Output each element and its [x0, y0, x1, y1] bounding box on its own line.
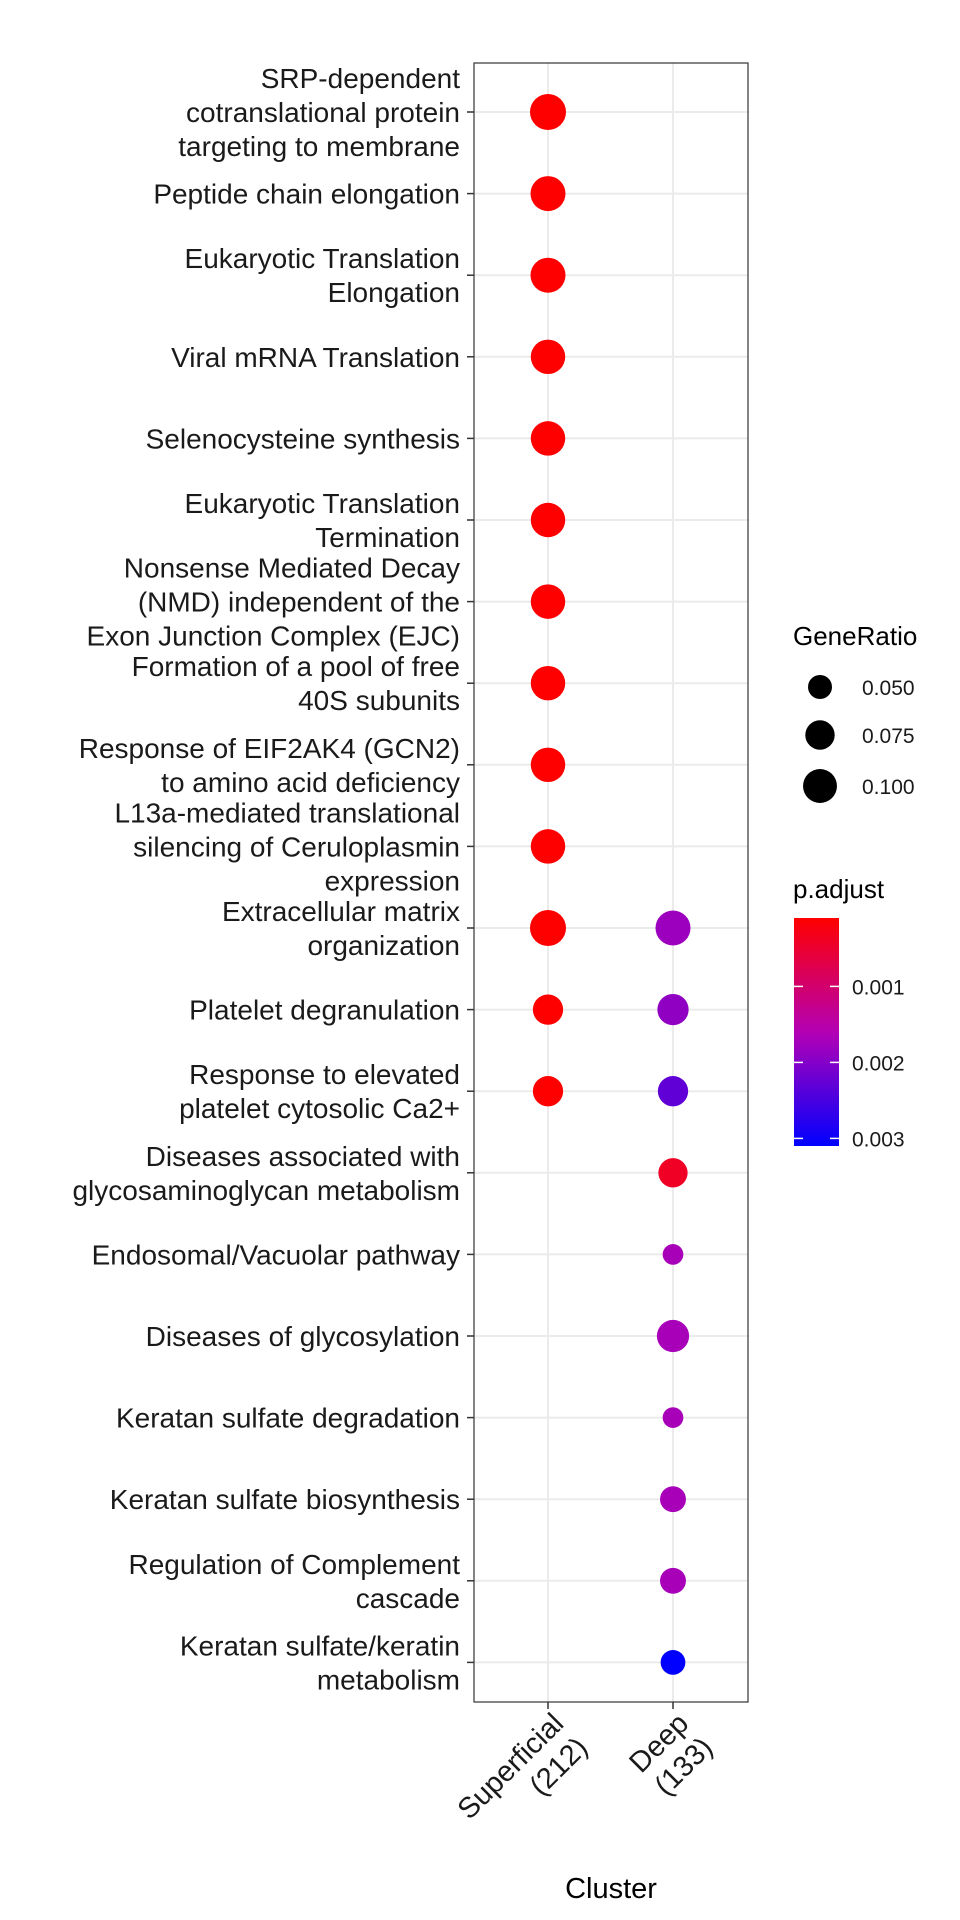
- y-tick-label: Keratan sulfate/keratin: [180, 1630, 460, 1661]
- y-tick-label: Regulation of Complement: [128, 1549, 460, 1580]
- y-tick-label: Eukaryotic Translation: [185, 488, 460, 519]
- y-tick-label: Eukaryotic Translation: [185, 243, 460, 274]
- data-point: [657, 993, 689, 1026]
- size-legend-label: 0.100: [862, 776, 915, 799]
- y-tick-label: Keratan sulfate degradation: [116, 1403, 460, 1434]
- y-tick-label: 40S subunits: [298, 685, 460, 716]
- data-point: [530, 665, 566, 701]
- size-legend-dot: [803, 769, 837, 803]
- color-legend-label: 0.003: [852, 1128, 905, 1151]
- data-point: [532, 1076, 564, 1107]
- grid-lines: [474, 63, 748, 1702]
- data-point: [657, 1076, 689, 1107]
- data-point: [662, 1407, 684, 1428]
- y-tick-label: Diseases of glycosylation: [146, 1321, 460, 1352]
- y-tick-label: Extracellular matrix: [222, 896, 460, 927]
- y-tick-label: expression: [325, 865, 460, 896]
- data-point: [655, 910, 691, 946]
- size-legend-label: 0.075: [862, 725, 915, 748]
- y-tick-label: cotranslational protein: [186, 97, 460, 128]
- data-point: [529, 909, 567, 947]
- y-tick-label: Viral mRNA Translation: [171, 342, 460, 373]
- y-tick-label: L13a-mediated translational: [114, 797, 460, 828]
- data-point: [656, 1319, 690, 1353]
- data-point: [660, 1567, 686, 1594]
- size-legend: GeneRatio 0.050 0.075 0.100: [793, 621, 917, 803]
- y-tick-label: Peptide chain elongation: [153, 179, 460, 210]
- y-tick-label: organization: [307, 930, 460, 961]
- y-tick-label: SRP-dependent: [261, 63, 460, 94]
- y-tick-label: Keratan sulfate biosynthesis: [110, 1484, 460, 1515]
- color-legend-title: p.adjust: [793, 874, 885, 904]
- data-point: [529, 93, 567, 131]
- data-point: [662, 1244, 684, 1265]
- size-legend-title: GeneRatio: [793, 621, 917, 651]
- data-point: [530, 257, 566, 293]
- y-tick-label: Termination: [315, 522, 460, 553]
- y-tick-label: metabolism: [317, 1664, 460, 1695]
- data-point: [530, 502, 566, 538]
- y-tick-label: Selenocysteine synthesis: [146, 423, 460, 454]
- y-tick-label: to amino acid deficiency: [161, 767, 460, 798]
- color-legend: p.adjust 0.001 0.002 0.003: [793, 874, 905, 1151]
- y-tick-label: Endosomal/Vacuolar pathway: [92, 1239, 460, 1270]
- data-point: [530, 421, 566, 456]
- size-legend-label: 0.050: [862, 677, 915, 700]
- color-legend-label: 0.002: [852, 1052, 905, 1075]
- data-point: [530, 176, 566, 212]
- color-legend-label: 0.001: [852, 976, 905, 999]
- size-legend-dot: [808, 675, 832, 699]
- y-tick-label: (NMD) independent of the: [138, 587, 460, 618]
- data-point: [530, 829, 566, 864]
- y-tick-label: Diseases associated with: [146, 1141, 460, 1172]
- y-tick-label: silencing of Ceruloplasmin: [133, 831, 460, 862]
- y-tick-label: Formation of a pool of free: [132, 651, 460, 682]
- color-legend-bar: [794, 918, 839, 1146]
- data-point: [530, 584, 566, 619]
- y-tick-label: Nonsense Mediated Decay: [124, 553, 460, 584]
- data-points: [529, 93, 691, 1675]
- x-axis-title: Cluster: [565, 1873, 657, 1905]
- y-tick-label: platelet cytosolic Ca2+: [179, 1093, 460, 1124]
- size-legend-dot: [805, 720, 835, 750]
- data-point: [530, 339, 566, 375]
- data-point: [660, 1650, 686, 1675]
- y-tick-label: Platelet degranulation: [189, 995, 460, 1026]
- y-tick-label: glycosaminoglycan metabolism: [72, 1175, 460, 1206]
- y-tick-label: targeting to membrane: [178, 131, 460, 162]
- data-point: [532, 994, 564, 1025]
- y-tick-label: cascade: [356, 1583, 460, 1614]
- data-point: [530, 747, 566, 783]
- y-tick-label: Exon Junction Complex (EJC): [87, 621, 460, 652]
- y-tick-label: Elongation: [328, 277, 460, 308]
- data-point: [658, 1158, 688, 1188]
- y-tick-label: Response of EIF2AK4 (GCN2): [79, 733, 460, 764]
- data-point: [660, 1486, 686, 1513]
- y-tick-label: Response to elevated: [189, 1059, 460, 1090]
- plot-panel-border: [473, 62, 749, 1703]
